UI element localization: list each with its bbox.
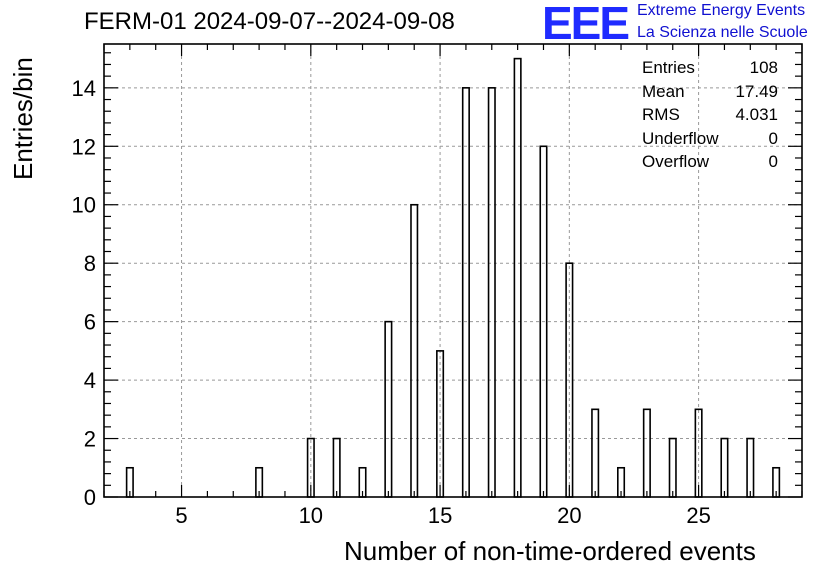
histogram-bar	[720, 437, 729, 498]
y-tick-label: 6	[84, 310, 96, 335]
y-tick-label: 2	[84, 427, 96, 452]
x-tick-label: 25	[686, 503, 710, 528]
stats-box: Entries 108 Mean 17.49 RMS 4.031 Underfl…	[636, 58, 784, 176]
stat-label: RMS	[642, 105, 680, 124]
stat-underflow: Underflow 0	[636, 129, 784, 153]
histogram-bar	[513, 57, 522, 498]
x-axis-label: Number of non-time-ordered events	[344, 536, 756, 566]
x-tick-label: 15	[428, 503, 452, 528]
stat-value: 4.031	[735, 105, 778, 124]
x-tick-label: 20	[557, 503, 581, 528]
plot-frame	[103, 43, 803, 498]
x-tick-label: 10	[299, 503, 323, 528]
stat-label: Mean	[642, 81, 685, 101]
y-tick-label: 14	[72, 76, 96, 101]
stat-rms: RMS 4.031	[636, 105, 784, 129]
histogram-bar	[642, 408, 651, 498]
y-tick-label: 10	[72, 193, 96, 218]
histogram-bar	[461, 87, 470, 498]
y-tick-label: 8	[84, 251, 96, 276]
stat-value: 108	[749, 58, 778, 77]
stat-label: Entries	[642, 58, 695, 77]
y-axis-label: Entries/bin	[8, 57, 38, 180]
stat-value: 0	[768, 152, 778, 171]
histogram-bar	[332, 437, 341, 498]
stat-entries: Entries 108	[636, 58, 784, 82]
stat-mean: Mean 17.49	[636, 82, 784, 106]
logo-line-2: La Scienza nelle Scuole	[637, 24, 808, 41]
histogram-bar	[410, 203, 419, 498]
stat-label: Underflow	[642, 128, 719, 148]
stat-overflow: Overflow 0	[636, 152, 784, 176]
stat-value: 17.49	[735, 81, 778, 101]
histogram-bar	[384, 320, 393, 498]
eee-logo: EEE	[542, 0, 630, 49]
x-tick-label: 5	[175, 503, 187, 528]
histogram-bar	[591, 408, 600, 498]
y-tick-label: 0	[84, 485, 96, 510]
stat-label: Overflow	[642, 152, 710, 171]
y-tick-label: 12	[72, 134, 96, 159]
logo-line-1: Extreme Energy Events	[637, 2, 806, 19]
stat-value: 0	[768, 128, 778, 148]
y-tick-label: 4	[84, 368, 96, 393]
histogram-bar	[746, 437, 755, 498]
histogram-bar	[668, 437, 677, 498]
histogram-bar	[487, 87, 496, 498]
chart-title: FERM-01 2024-09-07--2024-09-08	[84, 8, 455, 35]
